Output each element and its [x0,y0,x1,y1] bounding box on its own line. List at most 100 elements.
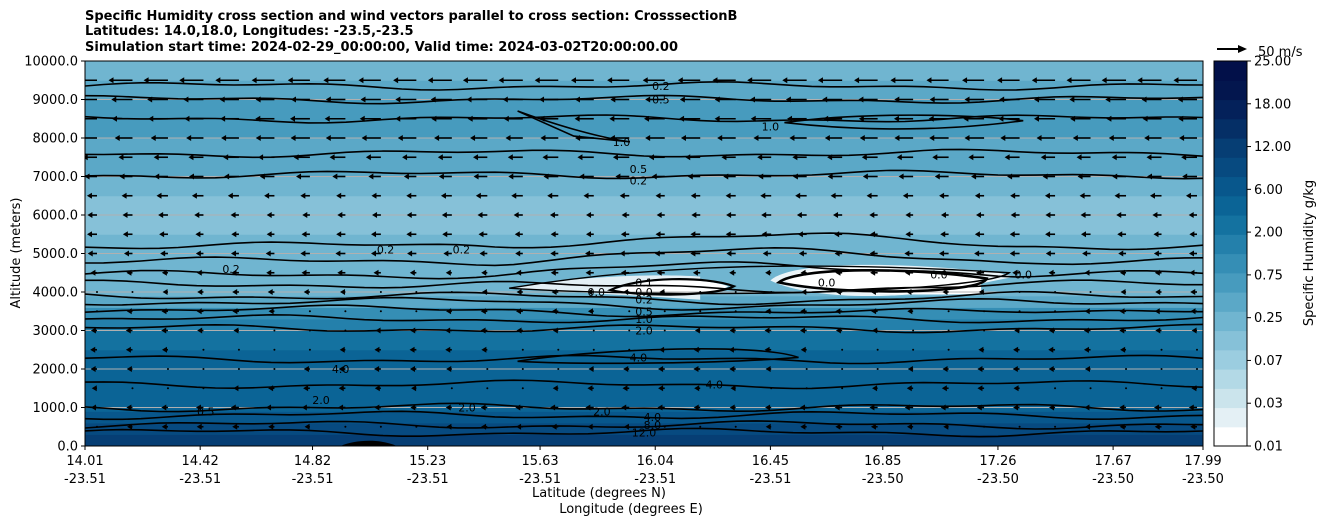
wind-vector-head [430,96,436,103]
y-tick-label: 5000.0 [33,247,79,262]
wind-vector [379,425,382,428]
wind-vector-head [977,366,983,372]
wind-vector-head [725,192,731,199]
x-tick-label-latitude: 17.26 [979,454,1016,469]
wind-vector-head [587,423,593,430]
wind-vector-head [942,366,948,372]
x-tick-label-longitude: -23.51 [519,472,561,487]
wind-vector-head [609,115,615,122]
y-tick-label: 3000.0 [33,324,79,339]
wind-vector-head [161,404,167,411]
wind-vector-head [85,173,90,180]
wind-vector-head [268,308,274,315]
wind-vector-head [161,423,167,430]
wind-vector-head [655,231,661,238]
wind-vector-head [1146,154,1152,161]
wind-vector [1089,291,1092,293]
wind-vector-head [758,173,764,180]
wind-vector [521,348,524,351]
wind-vector-head [861,154,867,161]
wind-vector [1018,291,1021,293]
wind-vector-head [1007,173,1013,180]
title-line-3: Simulation start time: 2024-02-29_00:00:… [85,40,678,55]
wind-vector-head [753,135,759,141]
wind-vector-head [516,269,522,276]
wind-vector-head [817,77,823,84]
x-tick-label-longitude: -23.50 [1182,472,1224,487]
wind-vector-head [1111,154,1117,161]
wind-vector-head [651,173,657,180]
wind-vector-head [371,231,377,238]
wind-vector-head [621,404,627,411]
x-tick-label-latitude: 16.04 [637,454,674,469]
y-tick-label: 8000.0 [33,132,79,147]
wind-vector-head [393,77,399,84]
wind-vector [557,348,560,351]
wind-vector-head [642,77,648,84]
wind-vector-head [445,269,451,276]
x-tick-label-longitude: -23.51 [634,472,676,487]
wind-vector-head [906,289,912,295]
wind-vector-head [505,135,511,141]
wind-vector-head [963,115,969,122]
wind-vector [983,329,986,332]
wind-vector-head [119,173,125,180]
wind-vector-head [1116,212,1122,218]
y-tick-label: 4000.0 [33,286,79,301]
colorbar-segment [1214,330,1247,351]
wind-vector-head [371,192,377,199]
wind-vector-head [692,269,698,276]
colorbar-tick-label: 0.25 [1254,311,1283,326]
colorbar-label: Specific Humidity g/kg [1302,180,1317,326]
wind-vector-head [799,404,805,411]
wind-vector-head [264,192,270,199]
wind-vector-head [1177,96,1183,103]
wind-vector-head [976,269,982,276]
wind-vector-head [232,289,238,295]
wind-vector-head [833,212,839,218]
wind-vector-head [514,231,520,238]
wind-vector-head [183,96,189,103]
wind-vector-head [585,250,591,257]
wind-vector-head [339,346,345,353]
wind-vector-head [372,212,378,218]
x-tick-label-longitude: -23.50 [977,472,1019,487]
x-tick-label-latitude: 16.85 [864,454,901,469]
colorbar-segment [1214,292,1247,312]
wind-vector-head [1191,327,1197,334]
wind-vector-head [974,192,980,199]
wind-vector-head [1045,231,1051,238]
wind-vector-head [440,192,446,199]
humidity-band [85,388,1203,401]
wind-vector-head [121,192,127,199]
wind-vector-head [127,423,133,430]
wind-vector-head [894,135,900,141]
wind-vector-head [1182,173,1188,180]
wind-vector-head [1117,231,1123,238]
wind-vector-head [1085,423,1091,430]
wind-vector-head [90,269,96,276]
wind-vector-head [785,96,791,103]
contour-line [85,290,1203,306]
wind-vector-head [547,192,553,199]
wind-vector-head [1012,366,1018,372]
wind-vector-head [1119,308,1125,315]
wind-vector-head [301,404,307,411]
wind-vector-head [303,289,309,295]
wind-vector-head [870,289,876,295]
wind-vector-head [1033,115,1039,122]
contour-label: 0.5 [635,305,653,318]
wind-vector-head [516,308,522,315]
wind-vector-head [1189,231,1195,238]
wind-vector-head [644,115,650,122]
wind-vector-head [862,173,868,180]
wind-vector-head [835,308,841,315]
wind-vector-head [153,154,159,161]
contour-label: 2.0 [593,405,611,418]
wind-vector-head [761,231,767,238]
wind-vector-head [834,404,840,411]
wind-vector-head [998,115,1004,122]
contour-line [85,279,1203,294]
wind-vector-head [338,404,344,411]
